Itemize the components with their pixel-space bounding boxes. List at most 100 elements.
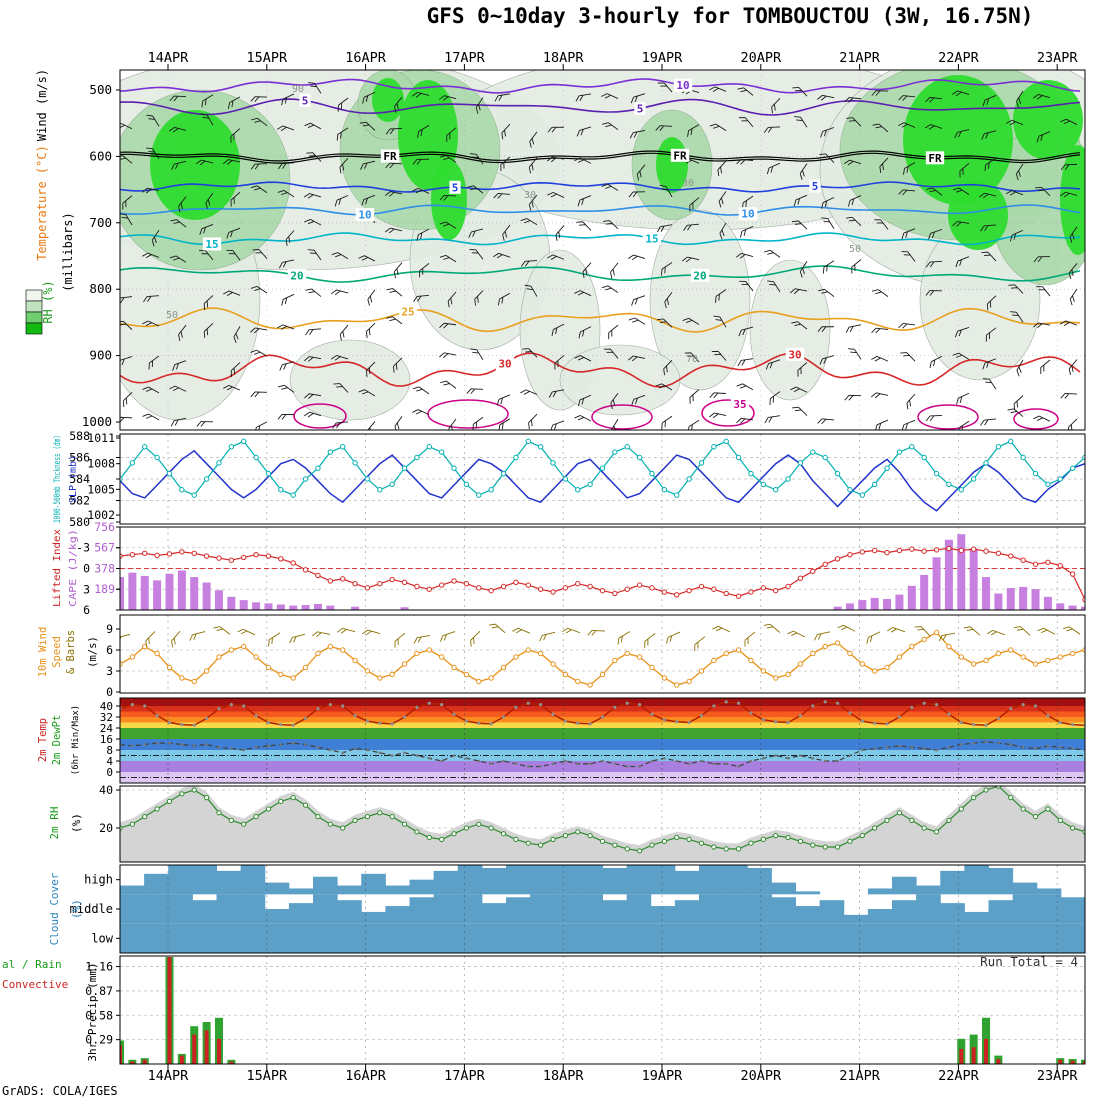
label-cape: CAPE (J/kg) <box>68 529 79 607</box>
date-label-top: 18APR <box>543 50 585 66</box>
date-label-bottom: 22APR <box>938 1068 980 1084</box>
panel-temp2m <box>120 698 1085 783</box>
panel-cape <box>120 534 1085 610</box>
svg-text:15: 15 <box>205 238 218 251</box>
tick-label: 1005 <box>87 482 115 496</box>
tick-label: 584 <box>69 472 90 486</box>
panel-wind10m <box>120 623 1085 688</box>
date-label-bottom: 20APR <box>740 1068 782 1084</box>
tick-label: 32 <box>100 711 113 724</box>
svg-text:70: 70 <box>686 354 698 365</box>
label-temp_c: Temperature (°C) <box>35 145 49 261</box>
tick-label: middle <box>70 902 113 916</box>
date-label-bottom: 21APR <box>839 1068 881 1084</box>
svg-text:5: 5 <box>637 103 644 116</box>
date-label-top: 20APR <box>740 50 782 66</box>
tick-label: 1011 <box>87 431 115 445</box>
tick-label: 800 <box>89 281 112 296</box>
svg-text:30: 30 <box>682 178 694 189</box>
rh-colorbar-cell <box>25 322 43 335</box>
tick-label: 1008 <box>87 457 115 471</box>
tick-label: high <box>84 873 113 887</box>
svg-text:50: 50 <box>849 244 861 255</box>
run-total-label: Run Total = 4 <box>980 954 1078 969</box>
label-w10_3: & Barbs <box>65 630 77 674</box>
page-title: GFS 0~10day 3-hourly for TOMBOUCTOU (3W,… <box>426 4 1034 28</box>
date-label-top: 14APR <box>148 50 190 66</box>
credit: GrADS: COLA/IGES <box>2 1084 118 1098</box>
tick-label: 20 <box>99 821 113 835</box>
label-cc_1: Cloud Cover <box>48 872 61 945</box>
tick-label: 0.29 <box>85 1033 113 1047</box>
label-cc_2: (%) <box>70 899 83 919</box>
svg-text:10: 10 <box>741 208 754 221</box>
label-rh2_1: 2m RH <box>48 806 61 839</box>
svg-text:30: 30 <box>788 348 801 361</box>
label-millibars: (millibars) <box>61 212 75 291</box>
date-label-bottom: 18APR <box>543 1068 585 1084</box>
tick-label: 580 <box>69 515 90 529</box>
svg-text:FR: FR <box>383 150 397 163</box>
date-label-top: 21APR <box>839 50 881 66</box>
tick-label: 1002 <box>87 508 115 522</box>
label-pr_3: 3hr Precip (mm) <box>86 962 99 1061</box>
panel-temp2m-lines <box>120 700 1085 768</box>
label-wind_ms: Wind (m/s) <box>35 69 49 141</box>
tick-label: 586 <box>69 451 90 465</box>
date-label-top: 19APR <box>642 50 684 66</box>
date-label-bottom: 17APR <box>444 1068 486 1084</box>
label-pr_1: al / Rain <box>2 958 62 971</box>
tick-label: 6 <box>83 603 90 617</box>
tick-label: low <box>91 931 113 945</box>
date-label-bottom: 15APR <box>246 1068 288 1084</box>
date-label-bottom: 19APR <box>642 1068 684 1084</box>
panel-slp <box>120 438 1085 512</box>
svg-text:30: 30 <box>524 190 536 201</box>
tick-label: 40 <box>99 783 113 797</box>
tick-label: 582 <box>69 494 90 508</box>
panel-precip <box>120 957 1085 1064</box>
tick-label: 0 <box>83 562 90 576</box>
date-label-top: 23APR <box>1037 50 1079 66</box>
tick-label: 378 <box>94 561 115 575</box>
label-slp: SLP (mb) <box>68 455 79 503</box>
tick-label: 4 <box>106 755 113 768</box>
date-label-top: 17APR <box>444 50 486 66</box>
svg-text:5: 5 <box>302 95 309 108</box>
tick-label: 600 <box>89 148 112 163</box>
svg-text:10: 10 <box>676 79 689 92</box>
tick-label: 189 <box>94 582 115 596</box>
tick-label: 6 <box>106 643 113 657</box>
tick-label: 500 <box>89 82 112 97</box>
date-label-bottom: 16APR <box>345 1068 387 1084</box>
label-rh_pct: RH (%) <box>41 280 55 323</box>
label-w10_4: (m/s) <box>87 636 99 668</box>
svg-text:FR: FR <box>673 149 687 162</box>
rh-colorbar-cell <box>25 311 43 324</box>
tick-label: 1000 <box>82 414 112 429</box>
tick-label: 8 <box>106 744 113 757</box>
rh-colorbar-cell <box>25 289 43 302</box>
tick-label: 3 <box>83 582 90 596</box>
date-label-top: 15APR <box>246 50 288 66</box>
svg-text:25: 25 <box>401 305 414 318</box>
tick-label: 900 <box>89 348 112 363</box>
svg-text:30: 30 <box>498 358 511 371</box>
label-w10_2: Speed <box>51 636 63 668</box>
svg-text:50: 50 <box>166 310 178 321</box>
label-t2_2: 2m DewPt <box>51 715 63 766</box>
tick-label: 9 <box>106 622 113 636</box>
tick-label: 756 <box>94 520 115 534</box>
tick-label: 40 <box>100 700 113 713</box>
tick-label: 0.87 <box>85 984 113 998</box>
tick-label: 16 <box>100 733 113 746</box>
tick-label: 3 <box>106 664 113 678</box>
svg-text:90: 90 <box>292 84 304 95</box>
svg-text:15: 15 <box>645 232 658 245</box>
tick-label: 567 <box>94 541 115 555</box>
svg-text:35: 35 <box>733 398 746 411</box>
label-pr_2: Convective <box>2 978 68 991</box>
label-rh2_2: (%) <box>70 813 83 833</box>
panel-upper-shading <box>120 70 1085 421</box>
